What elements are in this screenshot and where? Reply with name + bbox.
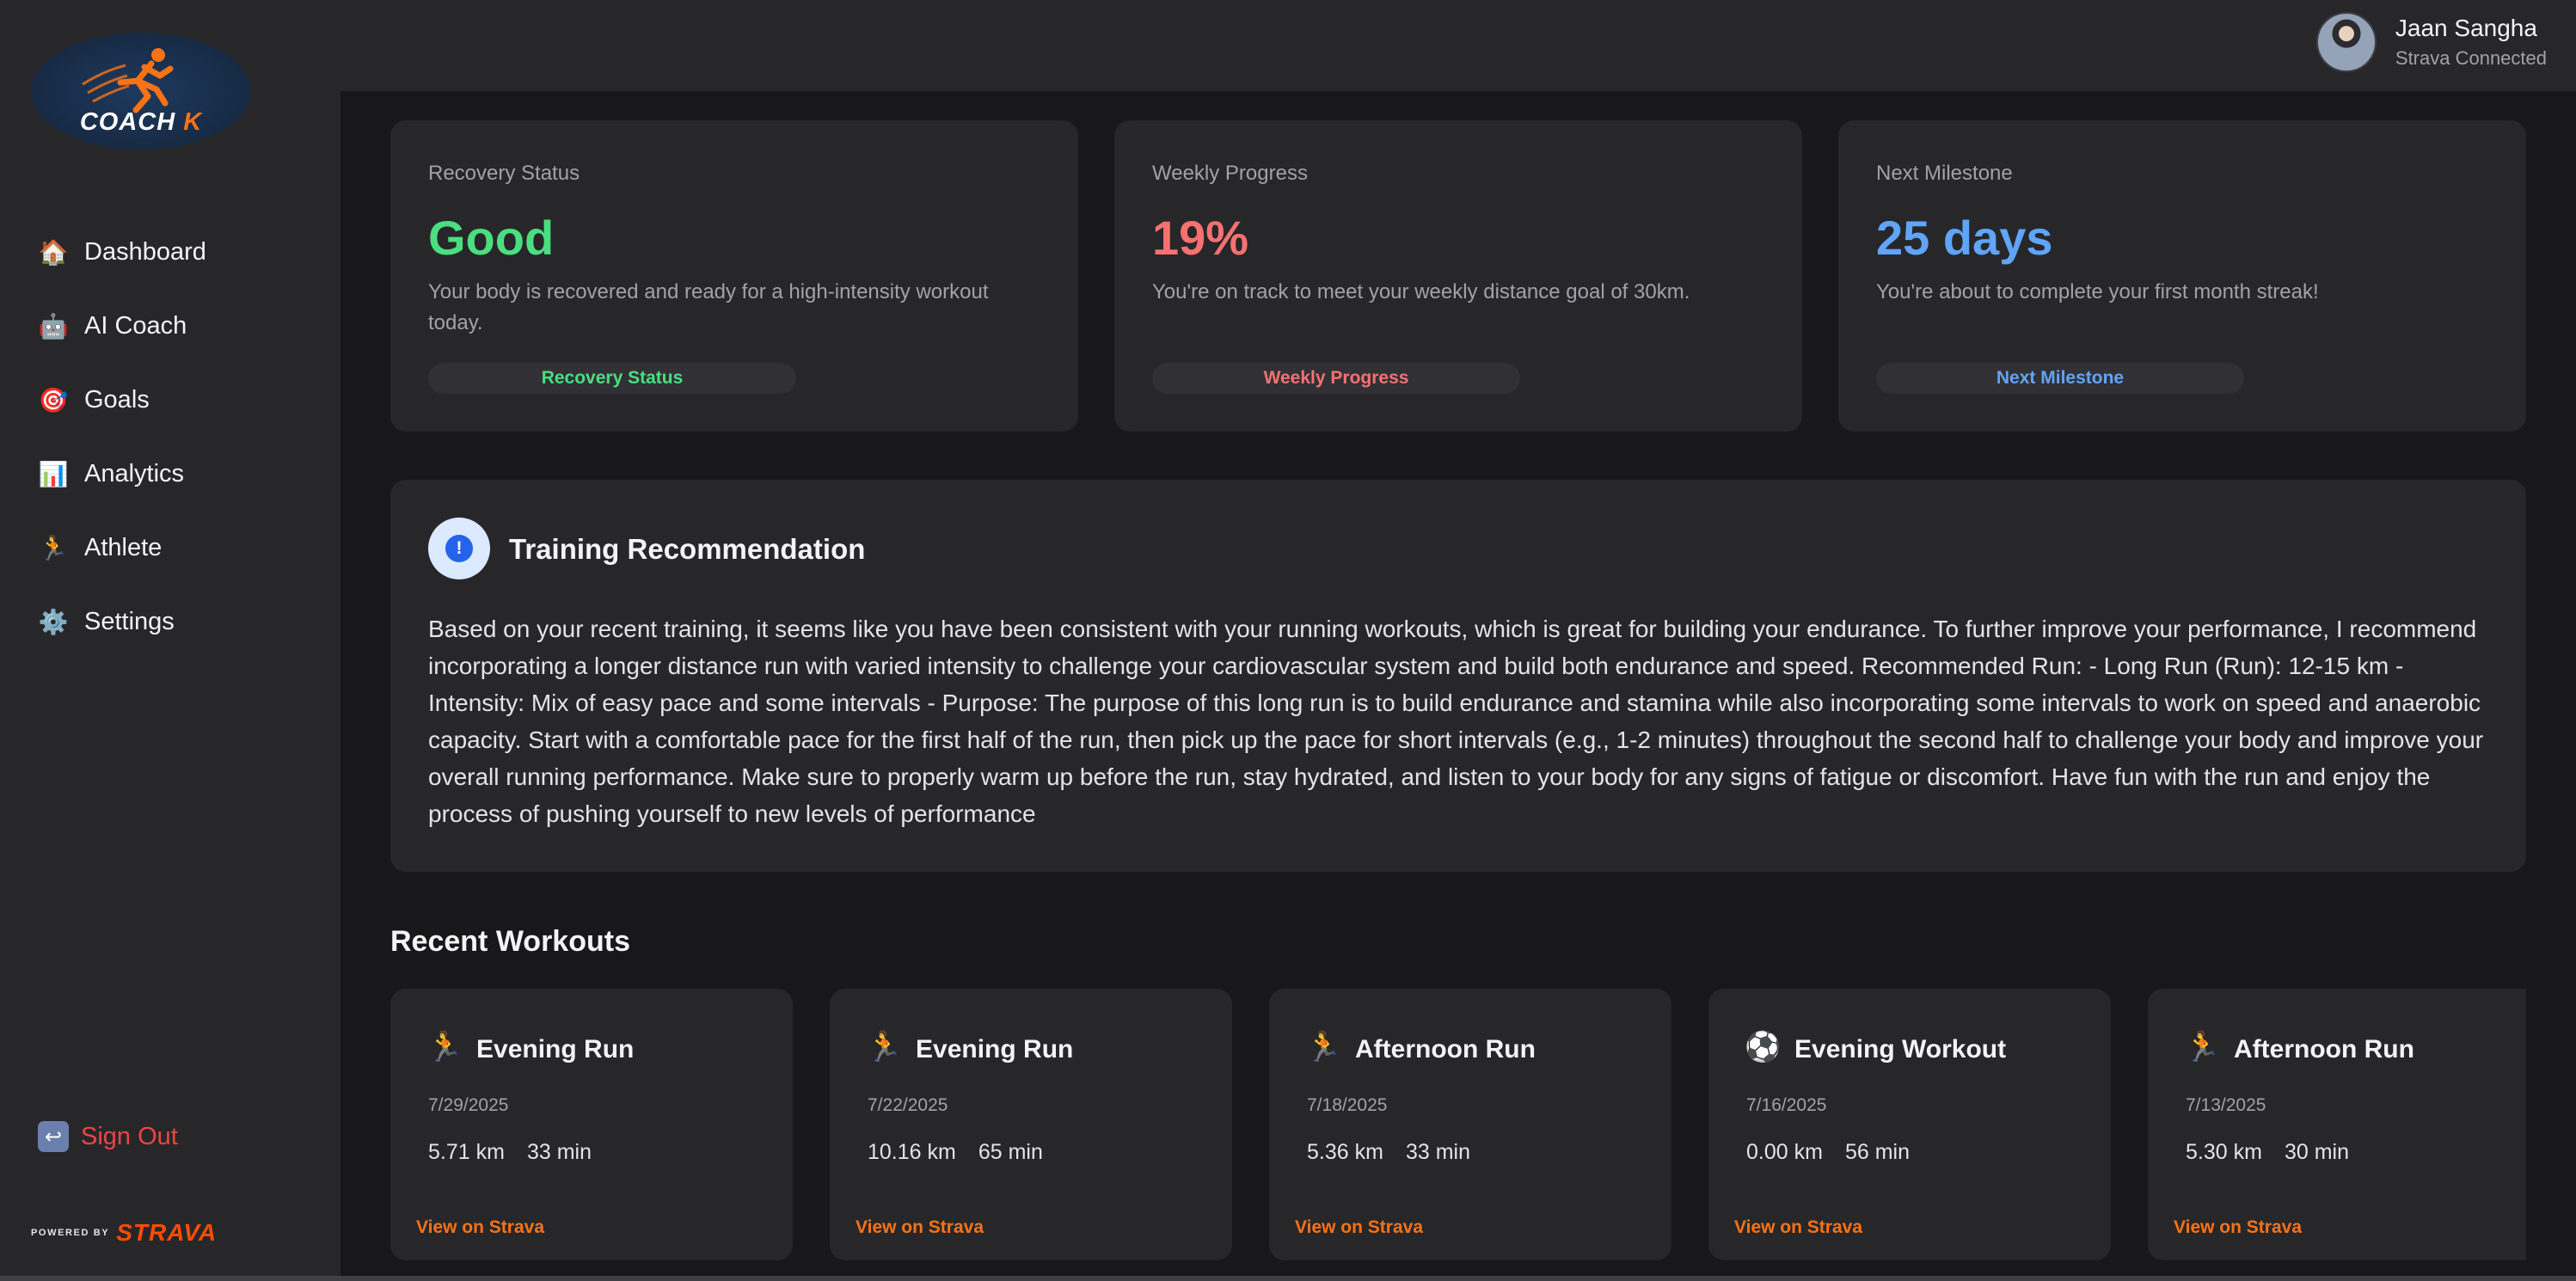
user-profile[interactable]: Jaan Sangha Strava Connected <box>2315 12 2547 72</box>
sidebar-item-label: Analytics <box>84 459 185 487</box>
house-icon: 🏠 <box>38 238 69 266</box>
recent-workouts-title: Recent Workouts <box>390 925 630 958</box>
sidebar-item-goals[interactable]: 🎯 Goals <box>38 363 206 437</box>
stat-value: 19% <box>1152 211 1249 265</box>
workout-title: Evening Run <box>916 1035 1074 1063</box>
runner-logo-icon <box>82 48 174 113</box>
sidebar: COACH K 🏠 Dashboard 🤖 AI Coach 🎯 Goals 📊… <box>0 0 340 1276</box>
workout-card[interactable]: 🏃 Evening Run 7/22/2025 10.16 km 65 min V… <box>830 989 1232 1260</box>
sidebar-item-analytics[interactable]: 📊 Analytics <box>38 437 206 511</box>
stat-description: You're on track to meet your weekly dist… <box>1152 280 1690 303</box>
workout-stats: 0.00 km 56 min <box>1746 1140 1910 1165</box>
view-on-strava-link[interactable]: View on Strava <box>1734 1217 1863 1237</box>
info-badge-icon: ! <box>428 518 490 579</box>
workout-card[interactable]: 🏃 Afternoon Run 7/13/2025 5.30 km 30 min … <box>2148 989 2526 1260</box>
sign-out-label: Sign Out <box>81 1122 178 1150</box>
soccer-ball-icon: ⚽ <box>1745 1031 1782 1063</box>
stat-pill: Next Milestone <box>1876 363 2244 394</box>
workout-stats: 5.30 km 30 min <box>2186 1140 2349 1165</box>
view-on-strava-link[interactable]: View on Strava <box>856 1217 984 1237</box>
stat-label: Weekly Progress <box>1152 162 1308 185</box>
workout-distance: 5.30 km <box>2186 1140 2262 1164</box>
workout-stats: 5.71 km 33 min <box>428 1140 592 1165</box>
user-name: Jaan Sangha <box>2395 15 2537 41</box>
sidebar-item-athlete[interactable]: 🏃 Athlete <box>38 511 206 585</box>
sidebar-item-settings[interactable]: ⚙️ Settings <box>38 585 206 659</box>
sign-out-button[interactable]: ↩ Sign Out <box>38 1121 178 1152</box>
workout-stats: 5.36 km 33 min <box>1307 1140 1470 1165</box>
workout-duration: 56 min <box>1844 1140 1910 1164</box>
recommendation-text: Based on your recent training, it seems … <box>428 616 2484 827</box>
powered-by-strava: POWERED BY STRAVA <box>31 1219 217 1247</box>
view-on-strava-link[interactable]: View on Strava <box>2174 1217 2303 1237</box>
runner-icon: 🏃 <box>866 1031 903 1063</box>
exclamation-icon: ! <box>445 535 473 562</box>
robot-icon: 🤖 <box>38 312 69 340</box>
workout-duration: 33 min <box>1405 1140 1470 1164</box>
strava-connection-status: Strava Connected <box>2395 47 2547 69</box>
stat-description: You're about to complete your first mont… <box>1876 280 2319 303</box>
stat-label: Recovery Status <box>428 162 580 185</box>
stat-pill: Weekly Progress <box>1152 363 1520 394</box>
workout-card[interactable]: ⚽ Evening Workout 7/16/2025 0.00 km 56 mi… <box>1708 989 2111 1260</box>
workout-duration: 65 min <box>978 1140 1043 1164</box>
workout-date: 7/22/2025 <box>868 1095 948 1115</box>
sidebar-item-label: Goals <box>84 385 150 414</box>
sidebar-item-label: Dashboard <box>84 237 206 266</box>
workout-date: 7/13/2025 <box>2186 1095 2266 1115</box>
target-icon: 🎯 <box>38 386 69 414</box>
horizontal-scrollbar[interactable] <box>0 1276 2576 1281</box>
stat-description: Your body is recovered and ready for a h… <box>428 280 989 334</box>
sidebar-item-label: Athlete <box>84 533 163 561</box>
coach-k-logo[interactable]: COACH K <box>31 33 251 150</box>
stat-pill: Recovery Status <box>428 363 796 394</box>
sidebar-item-label: Settings <box>84 607 175 635</box>
runner-icon: 🏃 <box>1305 1031 1342 1063</box>
workout-card[interactable]: 🏃 Evening Run 7/29/2025 5.71 km 33 min Vi… <box>390 989 793 1260</box>
sidebar-item-dashboard[interactable]: 🏠 Dashboard <box>38 215 206 289</box>
workout-title: Evening Workout <box>1794 1035 2007 1063</box>
top-bar: Jaan Sangha Strava Connected <box>340 0 2576 91</box>
recent-workouts-list[interactable]: 🏃 Evening Run 7/29/2025 5.71 km 33 min Vi… <box>390 989 2526 1260</box>
workout-distance: 5.36 km <box>1307 1140 1383 1164</box>
view-on-strava-link[interactable]: View on Strava <box>416 1217 545 1237</box>
logo-text: COACH K <box>79 108 203 136</box>
next-milestone-card: Next Milestone 25 days You're about to c… <box>1838 120 2526 432</box>
stat-label: Next Milestone <box>1876 162 2013 185</box>
avatar[interactable] <box>2315 12 2377 72</box>
strava-logo: STRAVA <box>116 1219 218 1246</box>
view-on-strava-link[interactable]: View on Strava <box>1295 1217 1424 1237</box>
stat-value: Good <box>428 211 555 265</box>
sidebar-item-label: AI Coach <box>84 311 187 340</box>
workout-stats: 10.16 km 65 min <box>868 1140 1043 1165</box>
workout-date: 7/29/2025 <box>428 1095 509 1115</box>
workout-distance: 0.00 km <box>1746 1140 1823 1164</box>
runner-icon: 🏃 <box>426 1031 463 1063</box>
return-arrow-icon: ↩ <box>38 1121 69 1152</box>
gear-icon: ⚙️ <box>38 608 69 635</box>
powered-by-text: POWERED BY <box>31 1228 110 1238</box>
bar-chart-icon: 📊 <box>38 460 69 487</box>
recovery-status-card: Recovery Status Good Your body is recove… <box>390 120 1078 432</box>
workout-date: 7/16/2025 <box>1746 1095 1827 1115</box>
stat-value: 25 days <box>1876 211 2053 265</box>
workout-title: Afternoon Run <box>1355 1035 1536 1063</box>
workout-title: Evening Run <box>476 1035 635 1063</box>
runner-icon: 🏃 <box>38 534 69 561</box>
sidebar-nav: 🏠 Dashboard 🤖 AI Coach 🎯 Goals 📊 Analyti… <box>38 215 206 659</box>
training-recommendation-card: ! Training Recommendation Based on your … <box>390 480 2526 872</box>
workout-duration: 33 min <box>526 1140 592 1164</box>
workout-duration: 30 min <box>2284 1140 2349 1164</box>
weekly-progress-card: Weekly Progress 19% You're on track to m… <box>1114 120 1802 432</box>
workout-date: 7/18/2025 <box>1307 1095 1388 1115</box>
workout-card[interactable]: 🏃 Afternoon Run 7/18/2025 5.36 km 33 min … <box>1269 989 1671 1260</box>
sidebar-item-ai-coach[interactable]: 🤖 AI Coach <box>38 289 206 363</box>
workout-distance: 5.71 km <box>428 1140 505 1164</box>
runner-icon: 🏃 <box>2184 1031 2221 1063</box>
workout-distance: 10.16 km <box>868 1140 956 1164</box>
workout-title: Afternoon Run <box>2234 1035 2414 1063</box>
recommendation-title: Training Recommendation <box>509 533 866 565</box>
